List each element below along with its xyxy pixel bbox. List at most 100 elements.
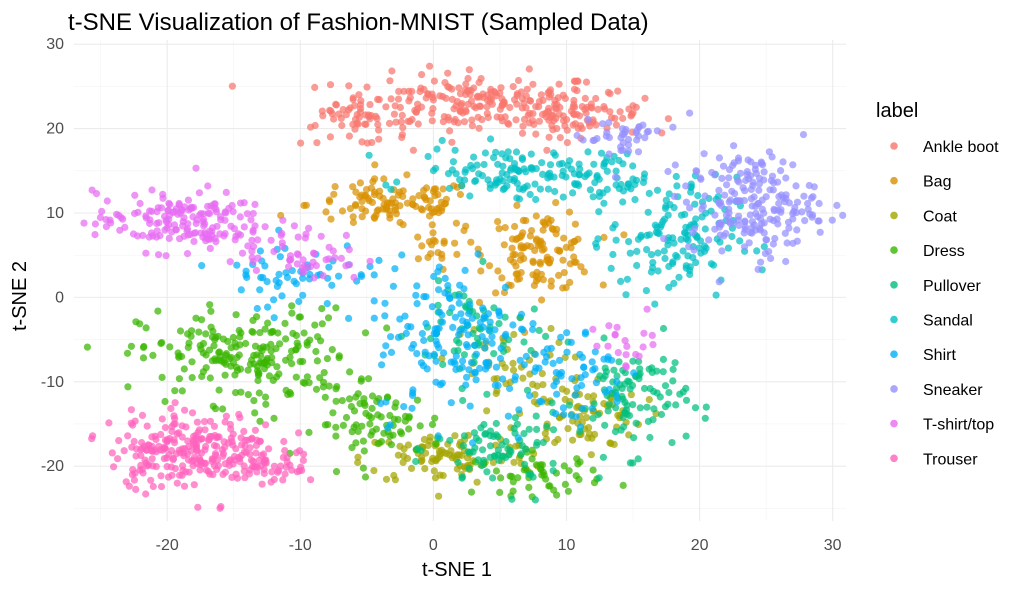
data-point bbox=[256, 247, 264, 255]
data-point bbox=[478, 333, 486, 341]
data-point bbox=[244, 366, 252, 374]
data-point bbox=[672, 172, 680, 181]
data-point bbox=[517, 450, 525, 458]
data-point bbox=[332, 423, 340, 431]
data-point bbox=[371, 214, 379, 222]
data-point bbox=[760, 219, 768, 227]
data-point bbox=[176, 327, 185, 335]
data-point bbox=[142, 214, 150, 222]
data-point bbox=[280, 437, 288, 446]
data-point bbox=[700, 150, 708, 158]
data-point bbox=[470, 102, 478, 110]
data-point bbox=[357, 101, 365, 109]
data-point bbox=[779, 158, 787, 166]
data-point bbox=[488, 339, 496, 347]
data-point bbox=[298, 264, 307, 272]
data-point bbox=[551, 187, 559, 196]
data-point bbox=[354, 453, 362, 461]
data-point bbox=[690, 224, 699, 233]
data-point bbox=[589, 366, 597, 374]
data-point bbox=[582, 109, 590, 117]
data-point bbox=[526, 190, 534, 199]
data-point bbox=[178, 445, 186, 453]
data-point bbox=[753, 247, 761, 255]
data-point bbox=[161, 424, 169, 432]
data-point bbox=[653, 186, 662, 194]
data-point bbox=[331, 183, 339, 191]
data-point bbox=[405, 97, 413, 105]
data-point bbox=[697, 249, 705, 257]
data-point bbox=[241, 442, 249, 450]
legend-item-pullover: Pullover bbox=[890, 278, 981, 295]
data-point bbox=[274, 329, 282, 337]
data-point bbox=[313, 139, 321, 147]
data-point bbox=[392, 118, 400, 126]
data-point bbox=[483, 109, 491, 118]
data-point bbox=[479, 90, 487, 98]
data-point bbox=[259, 274, 267, 282]
data-point bbox=[730, 142, 738, 150]
data-point bbox=[670, 279, 678, 287]
data-point bbox=[358, 422, 366, 430]
data-point bbox=[251, 426, 259, 434]
data-point bbox=[412, 457, 420, 466]
data-point bbox=[686, 270, 694, 279]
data-point bbox=[476, 318, 484, 327]
data-point bbox=[548, 399, 556, 407]
data-point bbox=[487, 135, 495, 143]
data-point bbox=[206, 374, 214, 382]
data-point bbox=[456, 326, 464, 334]
data-point bbox=[265, 445, 273, 453]
data-point bbox=[232, 363, 241, 371]
data-point bbox=[497, 84, 505, 92]
data-point bbox=[474, 250, 482, 258]
data-point bbox=[114, 455, 122, 463]
data-point bbox=[233, 261, 241, 269]
data-point bbox=[578, 124, 586, 133]
data-point bbox=[294, 233, 302, 241]
data-point bbox=[281, 319, 289, 327]
data-point bbox=[168, 423, 176, 431]
data-point bbox=[721, 191, 729, 199]
data-point bbox=[528, 455, 536, 463]
data-point bbox=[418, 71, 426, 79]
data-point bbox=[612, 121, 621, 129]
data-point bbox=[323, 355, 331, 363]
data-point bbox=[480, 420, 488, 429]
data-point bbox=[604, 342, 612, 350]
data-point bbox=[495, 320, 503, 328]
data-point bbox=[424, 253, 432, 261]
data-point bbox=[508, 495, 516, 503]
data-point bbox=[210, 462, 218, 470]
data-point bbox=[632, 129, 640, 137]
data-point bbox=[221, 216, 229, 224]
data-point bbox=[512, 148, 521, 156]
data-point bbox=[438, 136, 446, 145]
data-point bbox=[192, 229, 200, 237]
legend-label: Bag bbox=[923, 174, 951, 191]
data-point bbox=[227, 425, 235, 433]
data-point bbox=[515, 167, 523, 175]
data-point bbox=[691, 200, 699, 208]
data-point bbox=[270, 414, 278, 422]
data-point bbox=[202, 364, 210, 372]
data-point bbox=[146, 207, 154, 215]
data-point bbox=[265, 372, 274, 380]
data-point bbox=[510, 458, 518, 466]
data-point bbox=[317, 337, 325, 345]
data-point bbox=[664, 115, 673, 123]
data-point bbox=[276, 340, 284, 348]
data-point bbox=[513, 91, 521, 100]
data-point bbox=[456, 190, 464, 199]
data-point bbox=[506, 384, 514, 393]
data-point bbox=[438, 354, 446, 363]
data-point bbox=[300, 201, 308, 210]
data-point bbox=[475, 298, 484, 306]
data-point bbox=[261, 393, 270, 401]
data-point bbox=[768, 172, 777, 180]
data-point bbox=[463, 87, 471, 96]
data-point bbox=[414, 120, 422, 128]
data-point bbox=[633, 261, 641, 270]
data-point bbox=[378, 361, 386, 369]
data-point bbox=[502, 438, 510, 446]
